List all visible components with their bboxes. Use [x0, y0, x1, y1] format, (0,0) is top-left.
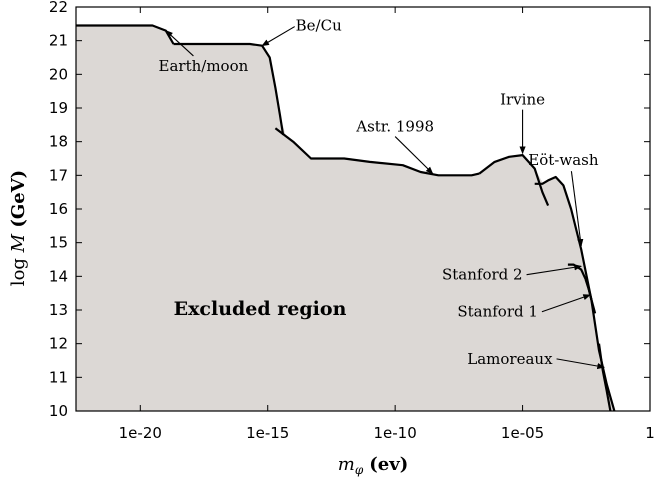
annotation-stanford-1: Stanford 1 [457, 303, 538, 321]
excluded-region-label: Excluded region [174, 298, 347, 320]
annotation-lamoreaux: Lamoreaux [467, 350, 553, 368]
y-tick-label: 21 [49, 32, 68, 50]
y-tick-label: 11 [49, 368, 68, 386]
annotation-arrow [394, 136, 434, 175]
annotation-be-cu: Be/Cu [296, 17, 342, 35]
annotation-arrow [570, 171, 584, 247]
y-tick-label: 18 [49, 133, 68, 151]
annotation-arrow [165, 30, 194, 57]
annotation-arrow [526, 264, 582, 276]
annotation-arrow [541, 294, 591, 313]
x-tick-label: 1e-15 [246, 424, 289, 442]
annotation-arrow [261, 26, 295, 47]
y-tick-label: 22 [49, 0, 68, 16]
y-tick-label: 17 [49, 166, 68, 184]
annotation-irvine: Irvine [500, 91, 545, 109]
annotation-e-t-wash: Eöt-wash [528, 151, 599, 169]
annotation-arrow [556, 358, 605, 370]
annotation-stanford-2: Stanford 2 [442, 266, 523, 284]
y-tick-label: 20 [49, 65, 68, 83]
y-tick-label: 12 [49, 335, 68, 353]
x-tick-label: 1e-10 [374, 424, 417, 442]
x-tick-label: 1e-05 [501, 424, 544, 442]
x-tick-label: 1 [645, 424, 654, 442]
curve-lamoreaux [597, 343, 612, 412]
y-tick-label: 19 [49, 99, 68, 117]
y-tick-label: 10 [49, 402, 68, 420]
y-axis-title: log M (GeV) [8, 170, 29, 286]
curve-be-cu [173, 42, 285, 136]
excluded-region-fill [76, 25, 615, 411]
y-tick-label: 16 [49, 200, 68, 218]
curve-astr-1998 [274, 127, 480, 177]
y-tick-label: 14 [49, 267, 68, 285]
annotation-earth-moon: Earth/moon [159, 57, 249, 75]
annotation-astr-1998: Astr. 1998 [355, 118, 434, 136]
curve-irvine [478, 154, 550, 207]
x-axis-title: mφ (ev) [338, 454, 408, 477]
y-tick-label: 15 [49, 234, 68, 252]
plot-area: 10 11 12 13 14 15 16 17 18 19 20 21 22 1e-20 1e-15 1e-1… [49, 0, 654, 442]
x-tick-label: 1e-20 [119, 424, 162, 442]
y-tick-label: 13 [49, 301, 68, 319]
